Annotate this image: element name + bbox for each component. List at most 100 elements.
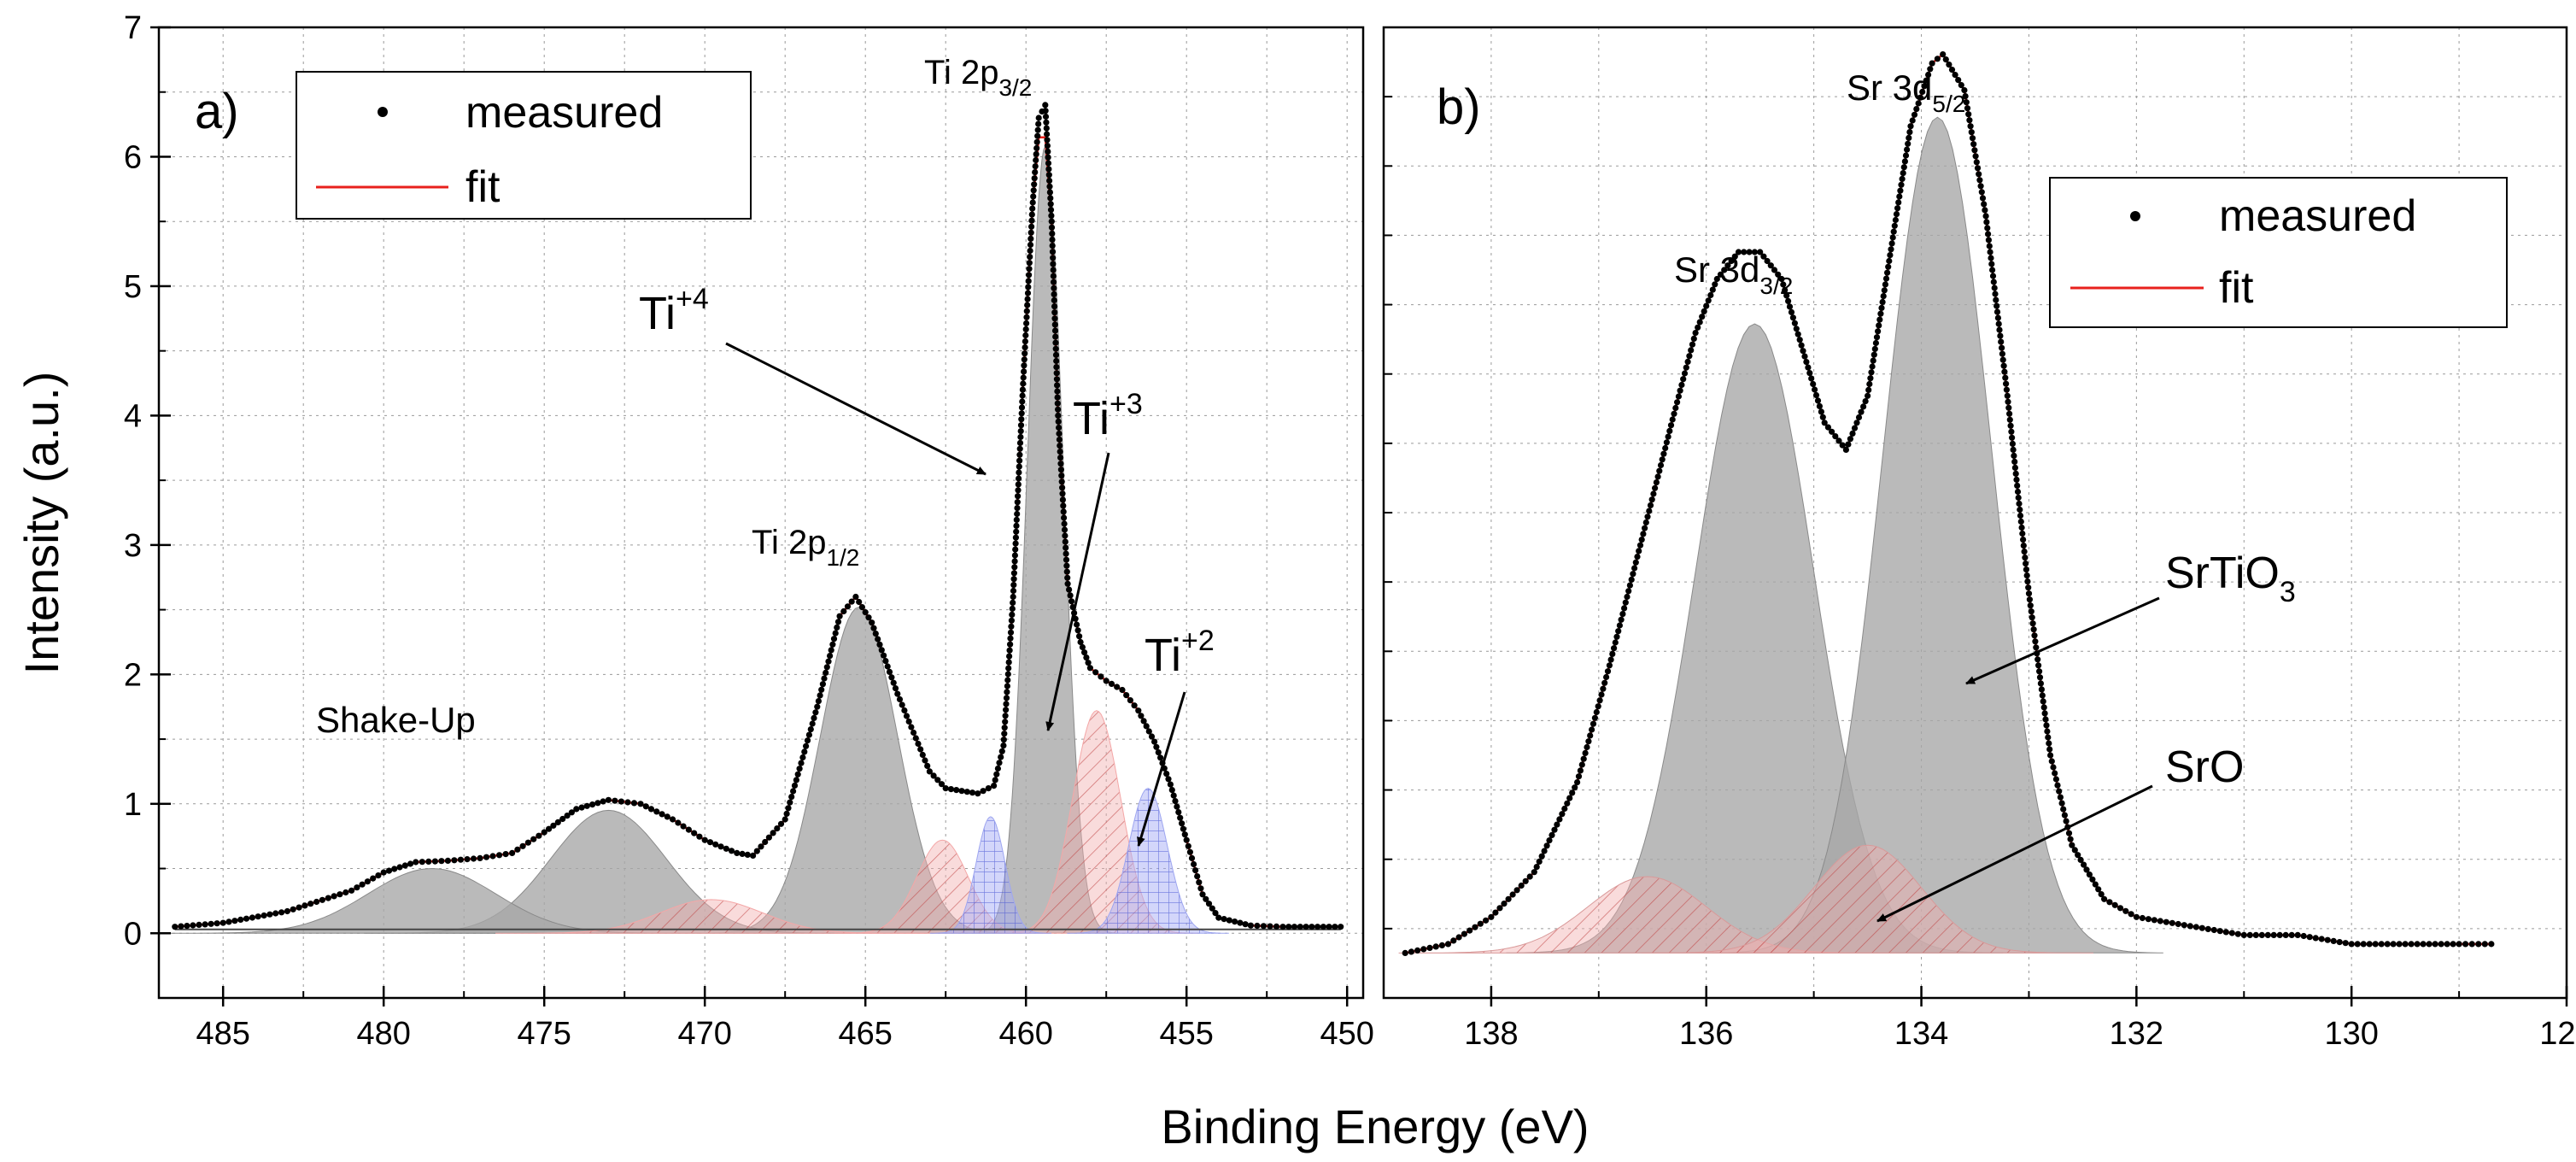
panel-a-measured-point xyxy=(290,906,296,913)
panel-a-legend-fit: fit xyxy=(465,162,501,212)
panel-b-component xyxy=(1642,844,2093,954)
panel-a-measured-point xyxy=(1045,160,1052,167)
panel-a-measured-point xyxy=(278,909,285,916)
panel-a-measured-point xyxy=(750,852,757,860)
panel-a-measured-point xyxy=(1063,550,1069,557)
panel-b-measured-point xyxy=(2043,722,2050,729)
panel-a-components xyxy=(161,145,1229,934)
panel-a-measured-point xyxy=(790,788,797,795)
panel-a-measured-point xyxy=(1063,568,1070,575)
panel-b-measured-point xyxy=(1420,946,1427,953)
panel-a-measured-point xyxy=(302,902,308,909)
panel-b-measured-point xyxy=(1701,308,1707,314)
panel-a-measured-point xyxy=(1191,860,1197,868)
panel-b-measured-point xyxy=(1663,439,1670,446)
panel-a-measured-point xyxy=(1016,463,1022,470)
panel-b-measured-point xyxy=(2009,434,2016,441)
panel-b-measured-point xyxy=(1882,281,1888,288)
panel-a-measured-point xyxy=(753,848,760,854)
panel-b-measured-point xyxy=(1612,639,1619,646)
panel-b-measured-point xyxy=(2032,638,2039,645)
panel-a-measured-point xyxy=(1314,924,1321,930)
panel-a-measured-point xyxy=(1260,923,1267,930)
panel-a-measured-point xyxy=(1165,776,1172,783)
panel-a-measured-point xyxy=(696,833,703,840)
panel-a-measured-point xyxy=(1086,665,1093,672)
panel-a-measured-point xyxy=(1232,918,1238,925)
panel-a-measured-point xyxy=(225,918,232,925)
panel-b-measured-point xyxy=(1677,387,1683,394)
panel-a-measured-point xyxy=(728,848,735,854)
panel-b-measured-point xyxy=(1985,231,1992,238)
panel-a-measured-point xyxy=(1016,469,1022,476)
panel-b-measured-point xyxy=(2095,886,2102,893)
panel-b-measured-point xyxy=(1886,257,1893,265)
panel-a-measured-point xyxy=(1186,848,1193,855)
panel-a-measured-point xyxy=(1291,924,1298,930)
panel-b-measured-point xyxy=(1488,913,1495,920)
panel-a-measured-point xyxy=(600,798,606,805)
panel-a-measured-point xyxy=(1003,701,1010,707)
panel-a-measured-point xyxy=(1027,254,1033,261)
panel-a-measured-point xyxy=(777,820,785,827)
panel-b-measured-point xyxy=(1989,267,1996,273)
panel-b-measured-point xyxy=(1775,271,1782,278)
panel-a-measured-point xyxy=(1051,285,1057,291)
panel-a-measured-point xyxy=(1098,673,1104,680)
panel-b-measured-point xyxy=(1783,292,1790,299)
panel-b-measured-point xyxy=(2039,692,2046,699)
panel-b-measured-point xyxy=(1684,358,1691,365)
panel-a-measured-point xyxy=(884,663,891,670)
panel-a-measured-point xyxy=(787,799,793,806)
panel-b-measured-point xyxy=(1680,376,1687,383)
panel-b-measured-point xyxy=(1927,66,1934,73)
panel-a-measured-point xyxy=(325,895,331,901)
panel-b-measured-point xyxy=(1889,234,1896,241)
panel-a-measured-point xyxy=(1061,514,1068,521)
panel-b-measured-point xyxy=(1408,948,1414,955)
panel-a-measured-point xyxy=(337,891,343,898)
panel-b-measured-point xyxy=(1584,743,1590,751)
panel-a-measured-point xyxy=(1016,451,1023,458)
panel-b-measured-point xyxy=(1867,375,1874,382)
panel-b-measured-point xyxy=(1683,364,1689,371)
panel-a-x-tick-label: 455 xyxy=(1159,1016,1213,1052)
panel-b-measured-point xyxy=(1988,255,1994,261)
panel-b-measured-point xyxy=(1872,339,1879,347)
panel-a-x-tick-label: 485 xyxy=(196,1016,249,1052)
panel-a-measured-point xyxy=(413,859,419,866)
panel-a-measured-point xyxy=(870,625,877,631)
panel-a-measured-point xyxy=(1172,798,1179,805)
panel-a-measured-point xyxy=(803,742,810,749)
panel-a-measured-point xyxy=(1119,686,1126,694)
panel-b-measured-point xyxy=(1638,537,1645,543)
panel-b-measured-point xyxy=(1835,437,1842,444)
panel-a-legend: measured fit xyxy=(296,71,752,220)
panel-a-measured-point xyxy=(1056,424,1063,431)
panel-b-measured-point xyxy=(1598,691,1605,698)
panel-b-measured-point xyxy=(1934,56,1941,62)
panel-b-measured-point xyxy=(1988,261,1995,267)
panel-a-component xyxy=(929,816,1051,934)
panel-b-measured-point xyxy=(2033,644,2040,651)
panel-b-measured-point xyxy=(2348,941,2355,948)
panel-b-measured-point xyxy=(2450,941,2456,948)
panel-b-measured-point xyxy=(2011,458,2018,466)
panel-b-measured-point xyxy=(1662,444,1669,452)
panel-b-measured-point xyxy=(1803,359,1810,366)
panel-a-measured-point xyxy=(1002,713,1009,719)
panel-a-measured-point xyxy=(1181,831,1188,838)
panel-a-measured-point xyxy=(1042,102,1049,109)
panel-a-measured-point xyxy=(1237,919,1244,926)
panel-a-measured-point xyxy=(653,808,660,815)
panel-a-measured-point xyxy=(1026,266,1033,273)
panel-b-measured-point xyxy=(1681,370,1689,377)
panel-b-measured-point xyxy=(2037,680,2044,687)
panel-a-measured-point xyxy=(1148,733,1156,740)
panel-b-measured-point xyxy=(1871,351,1877,358)
panel-a-measured-point xyxy=(1052,351,1060,358)
panel-a-measured-point xyxy=(1066,586,1073,593)
panel-a-measured-point xyxy=(942,785,949,792)
panel-b-measured-point xyxy=(1961,87,1968,94)
panel-b-legend-measured: measured xyxy=(2219,191,2416,241)
